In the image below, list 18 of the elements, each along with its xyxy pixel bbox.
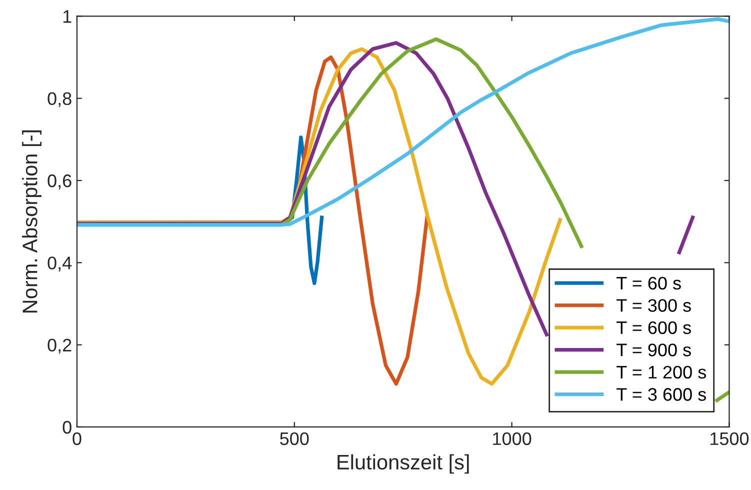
x-axis-title: Elutionszeit [s] — [338, 454, 469, 474]
x-tick-label: 1500 — [710, 432, 749, 446]
legend-label: T = 1 200 s — [616, 366, 706, 379]
x-tick-label: 500 — [280, 432, 309, 446]
y-tick-label: 0,6 — [48, 174, 72, 190]
y-tick-label: 0,8 — [48, 92, 72, 108]
y-tick-label: 0,4 — [48, 256, 72, 272]
legend-label: T = 60 s — [616, 276, 681, 290]
y-axis-title: Norm. Absorption [-] — [22, 130, 42, 312]
legend-label: T = 3 600 s — [616, 388, 706, 401]
y-tick-label: 1 — [63, 10, 72, 23]
x-tick-label: 1000 — [493, 432, 532, 446]
x-tick-label: 0 — [72, 432, 82, 446]
legend-label: T = 300 s — [616, 299, 691, 312]
y-tick-label: 0,2 — [48, 338, 72, 354]
y-tick-label: 0 — [62, 420, 72, 434]
legend-label: T = 600 s — [616, 321, 691, 334]
legend-label: T = 900 s — [616, 344, 691, 356]
